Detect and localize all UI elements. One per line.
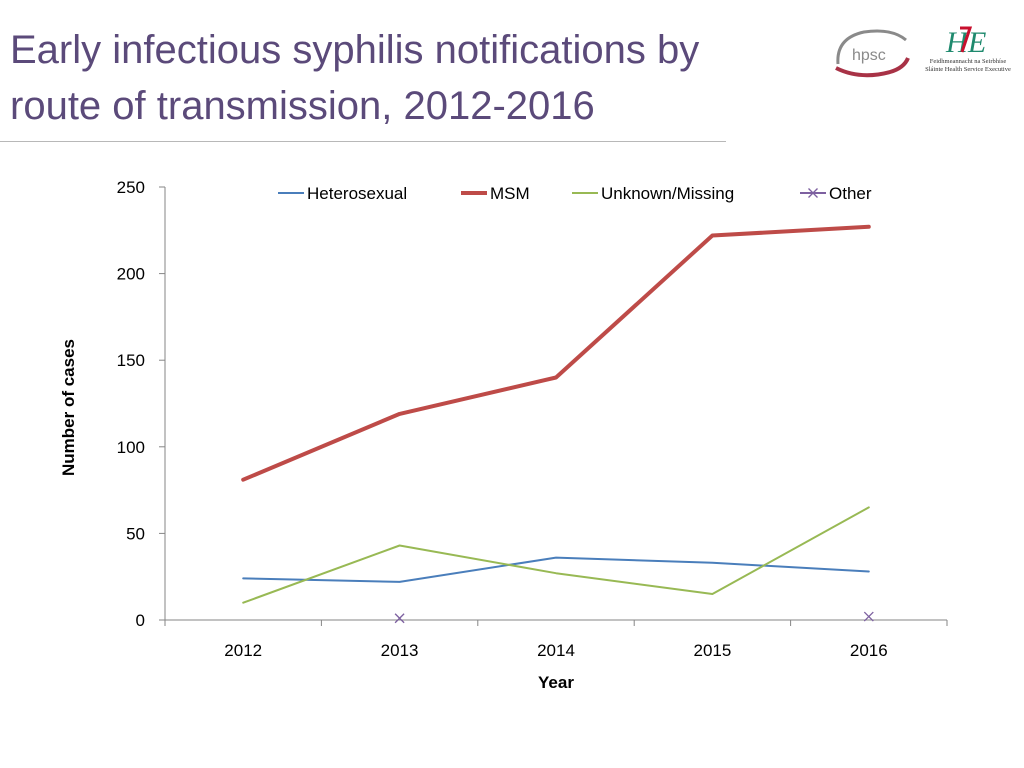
chart-axes: 0 50 100 150 200 250 2012 2013 2014 2015 2016	[117, 178, 948, 660]
slide-title: Early infectious syphilis notifications …	[10, 22, 770, 134]
hpsc-logo-mark: hpsc	[835, 29, 910, 78]
legend-item-other: Other	[800, 184, 872, 203]
x-tick-label: 2014	[537, 641, 575, 660]
slide-title-line-1: Early infectious syphilis notifications …	[10, 28, 700, 72]
legend-label: Unknown/Missing	[601, 184, 734, 203]
svg-text:E: E	[967, 26, 986, 58]
y-tick-label: 150	[117, 351, 145, 370]
chart-legend: Heterosexual MSM Unknown/Missing Other	[278, 184, 872, 203]
series-msm-line	[241, 224, 871, 482]
title-divider	[0, 141, 726, 142]
legend-label: Other	[829, 184, 872, 203]
legend-marker	[808, 188, 818, 198]
x-tick-label: 2016	[850, 641, 888, 660]
legend-item-unknown-missing: Unknown/Missing	[572, 184, 734, 203]
y-tick-label: 100	[117, 438, 145, 457]
x-axis-title: Year	[538, 673, 574, 692]
x-tick-label: 2015	[693, 641, 731, 660]
hse-name: Feidhmeannacht na Seirbhíse Sláinte Heal…	[925, 58, 1011, 73]
hpsc-logo: hpsc	[830, 24, 912, 80]
y-axis-title: Number of cases	[59, 339, 78, 476]
y-tick-label: 200	[117, 265, 145, 284]
y-tick-label: 250	[117, 178, 145, 197]
x-tick-label: 2013	[381, 641, 419, 660]
series-other-point	[394, 613, 405, 624]
legend-item-heterosexual: Heterosexual	[278, 184, 407, 203]
hse-logo-mark: H E	[945, 26, 986, 59]
slide-title-line-2: route of transmission, 2012-2016	[10, 84, 595, 128]
series-unknown-missing-line	[242, 506, 870, 604]
series-heterosexual-line	[242, 556, 870, 583]
legend-label: MSM	[490, 184, 530, 203]
hpsc-wordmark: hpsc	[852, 47, 886, 64]
hse-logo: H E Feidhmeannacht na Seirbhíse Sláinte …	[920, 22, 1016, 82]
y-tick-label: 0	[136, 611, 145, 630]
x-tick-label: 2012	[224, 641, 262, 660]
y-tick-label: 50	[126, 524, 145, 543]
legend-item-msm: MSM	[461, 184, 530, 203]
chart-series	[241, 224, 874, 624]
legend-label: Heterosexual	[307, 184, 407, 203]
series-other-point	[863, 611, 874, 622]
